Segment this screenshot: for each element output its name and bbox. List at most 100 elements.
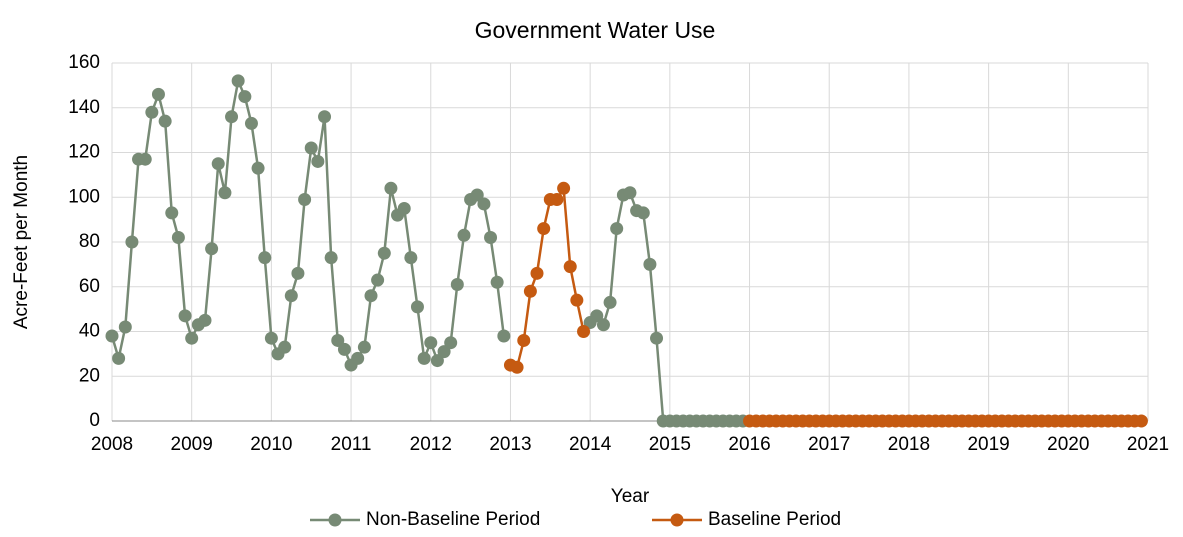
data-point: [324, 251, 338, 265]
y-tick-label: 0: [89, 410, 100, 431]
data-point: [364, 289, 378, 303]
data-point: [410, 300, 424, 314]
data-point: [650, 331, 664, 345]
data-point: [384, 181, 398, 195]
data-point: [284, 289, 298, 303]
data-point: [165, 206, 179, 220]
data-point: [537, 222, 551, 236]
data-point: [118, 320, 132, 334]
data-point: [185, 331, 199, 345]
data-point: [231, 74, 245, 88]
data-point: [357, 340, 371, 354]
data-point: [291, 266, 305, 280]
data-point: [112, 351, 126, 365]
data-point: [530, 266, 544, 280]
data-point: [244, 116, 258, 130]
x-tick-label: 2019: [967, 434, 1009, 455]
data-point: [258, 251, 272, 265]
data-point: [251, 161, 265, 175]
data-point: [311, 154, 325, 168]
y-tick-label: 60: [79, 276, 100, 297]
data-point: [603, 295, 617, 309]
data-point: [510, 360, 524, 374]
legend-label: Non-Baseline Period: [366, 509, 540, 530]
data-point: [497, 329, 511, 343]
data-point: [377, 246, 391, 260]
data-point: [351, 351, 365, 365]
data-point: [623, 186, 637, 200]
data-point: [490, 275, 504, 289]
x-axis-label: Year: [611, 486, 650, 507]
y-tick-label: 140: [68, 97, 100, 118]
x-tick-label: 2021: [1127, 434, 1169, 455]
data-point: [158, 114, 172, 128]
data-point: [278, 340, 292, 354]
data-point: [211, 157, 225, 171]
data-point: [610, 222, 624, 236]
data-point: [225, 110, 239, 124]
data-point: [178, 309, 192, 323]
chart-title: Government Water Use: [475, 17, 716, 43]
data-point: [371, 273, 385, 287]
data-point: [151, 87, 165, 101]
data-point: [563, 260, 577, 274]
x-tick-label: 2017: [808, 434, 850, 455]
data-point: [304, 141, 318, 155]
y-tick-label: 80: [79, 231, 100, 252]
data-point: [636, 206, 650, 220]
data-point: [577, 325, 591, 338]
data-point: [444, 336, 458, 350]
y-tick-label: 40: [79, 321, 100, 342]
x-tick-label: 2013: [489, 434, 531, 455]
data-point: [397, 201, 411, 215]
data-point: [198, 313, 212, 327]
data-point: [557, 181, 571, 195]
data-point: [477, 197, 491, 211]
data-point: [331, 333, 345, 347]
x-tick-label: 2012: [410, 434, 452, 455]
data-point: [105, 329, 119, 343]
data-point: [318, 110, 332, 124]
data-point: [517, 333, 531, 347]
y-tick-label: 160: [68, 52, 100, 73]
x-tick-label: 2020: [1047, 434, 1089, 455]
x-tick-label: 2016: [728, 434, 770, 455]
data-point: [125, 235, 139, 249]
data-point: [470, 188, 484, 202]
data-point: [596, 318, 610, 332]
y-axis-label: Acre-Feet per Month: [11, 155, 32, 329]
data-point: [643, 257, 657, 271]
data-point: [484, 231, 498, 245]
x-tick-label: 2018: [888, 434, 930, 455]
data-point: [218, 186, 232, 200]
legend-marker: [670, 513, 684, 527]
data-point: [590, 309, 604, 323]
legend-label: Baseline Period: [708, 509, 841, 530]
x-tick-label: 2008: [91, 434, 133, 455]
data-point: [205, 242, 219, 256]
data-point: [523, 284, 537, 298]
data-point: [430, 354, 444, 368]
data-point: [550, 192, 564, 206]
y-tick-label: 120: [68, 142, 100, 163]
data-point: [238, 90, 252, 104]
data-point: [570, 293, 584, 307]
data-point: [264, 331, 278, 345]
x-tick-label: 2010: [250, 434, 292, 455]
x-tick-label: 2014: [569, 434, 612, 455]
data-point: [424, 336, 438, 350]
data-point: [171, 231, 185, 245]
data-point: [337, 342, 351, 356]
y-tick-label: 100: [68, 186, 100, 207]
data-point: [298, 192, 312, 206]
data-point: [417, 351, 431, 365]
data-point: [437, 345, 451, 359]
data-point: [404, 251, 418, 265]
data-point: [145, 105, 159, 119]
y-tick-label: 20: [79, 365, 100, 386]
x-tick-label: 2009: [171, 434, 213, 455]
data-point: [138, 152, 152, 166]
data-point: [457, 228, 471, 242]
x-tick-label: 2011: [331, 434, 372, 455]
